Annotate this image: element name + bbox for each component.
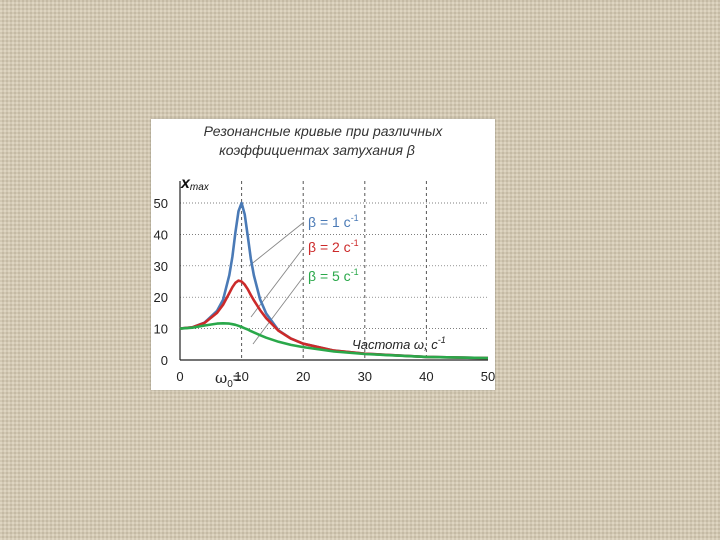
- legend-leader-1: [248, 221, 305, 267]
- y-tick-label-30: 30: [154, 259, 168, 274]
- legend-leader-3: [252, 275, 305, 345]
- chart-title-line-1: Резонансные кривые при различных: [204, 123, 444, 139]
- x-tick-label-40: 40: [419, 369, 433, 384]
- y-tick-label-20: 20: [154, 290, 168, 305]
- series-line-2: [179, 279, 489, 360]
- y-tick-label-10: 10: [154, 322, 168, 337]
- x-tick-label-30: 30: [358, 369, 372, 384]
- tick-labels: 0 10 20 30 40 50 0 10 20 30 40 50: [154, 196, 495, 384]
- x-tick-label-10: 10: [234, 369, 248, 384]
- y-tick-label-40: 40: [154, 227, 168, 242]
- legend-leaders: [248, 221, 305, 345]
- y-axis-label: xmax: [180, 175, 210, 193]
- series-line-3: [179, 322, 489, 360]
- x-tick-label-20: 20: [296, 369, 310, 384]
- resonance-chart: Резонансные кривые при различных коэффиц…: [154, 123, 495, 390]
- x-tick-label-0: 0: [176, 369, 183, 384]
- legend: β = 1 с-1 β = 2 с-1 β = 5 с-1: [308, 213, 359, 284]
- series-curves: [179, 201, 489, 360]
- x-tick-label-50: 50: [481, 369, 495, 384]
- chart-figure: Резонансные кривые при различных коэффиц…: [151, 119, 495, 390]
- omega0-label: ω0=: [215, 369, 242, 390]
- legend-entry-3: β = 5 с-1: [308, 267, 359, 284]
- y-tick-label-0: 0: [161, 353, 168, 368]
- axes: [179, 181, 488, 361]
- x-axis-label: Частота ω, с-1: [352, 335, 446, 352]
- legend-entry-1: β = 1 с-1: [308, 213, 359, 230]
- chart-title-line-2: коэффициентах затухания β: [219, 142, 415, 158]
- legend-entry-2: β = 2 с-1: [308, 238, 359, 255]
- y-tick-label-50: 50: [154, 196, 168, 211]
- legend-leader-2: [250, 246, 305, 318]
